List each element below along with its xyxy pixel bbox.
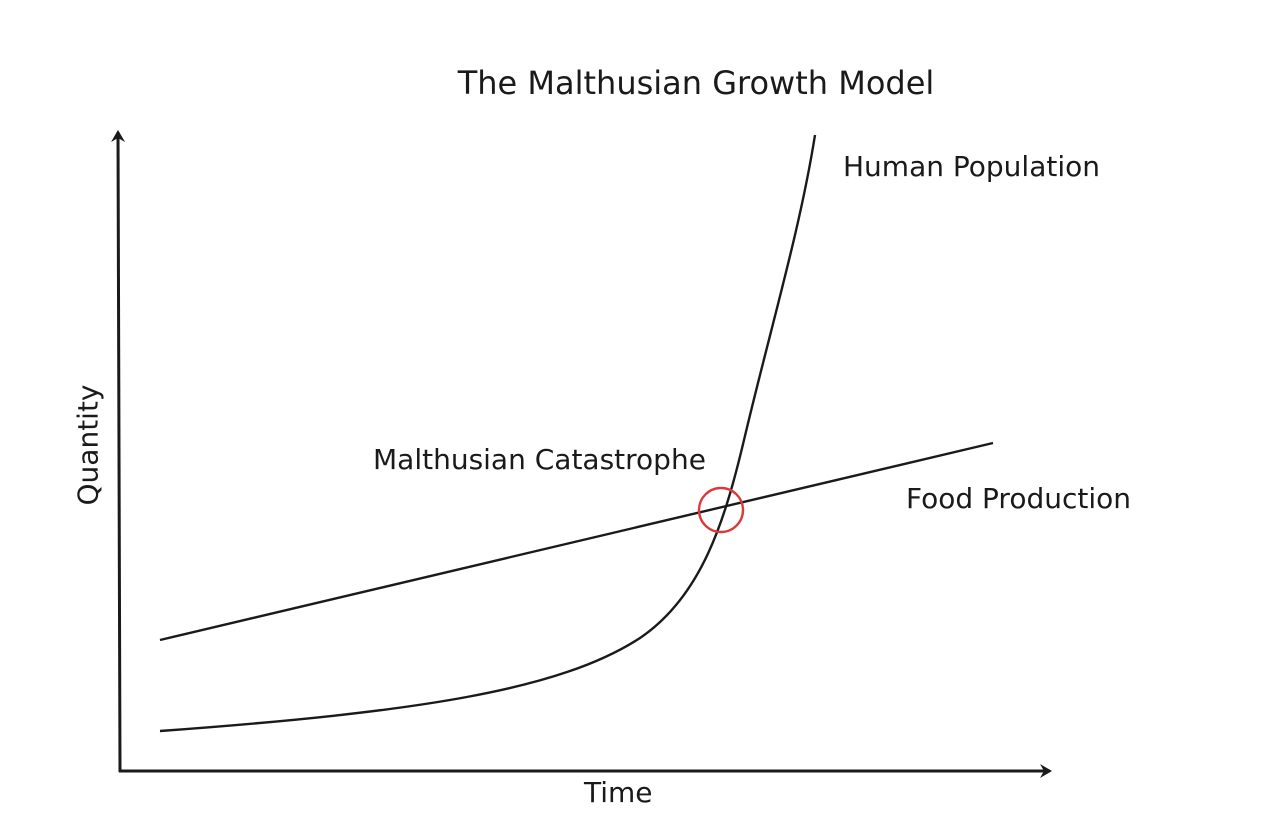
food-production-label: Food Production [906, 482, 1132, 515]
human-population-label: Human Population [843, 150, 1100, 183]
food-production-line [159, 441, 994, 642]
catastrophe-label: Malthusian Catastrophe [373, 443, 706, 476]
catastrophe-marker [697, 486, 745, 534]
diagram-title: The Malthusian Growth Model [457, 64, 935, 102]
y-axis-label: Quantity [71, 384, 105, 506]
x-axis-label: Time [584, 776, 653, 809]
human-population-curve [159, 134, 817, 733]
y-axis [111, 130, 126, 773]
